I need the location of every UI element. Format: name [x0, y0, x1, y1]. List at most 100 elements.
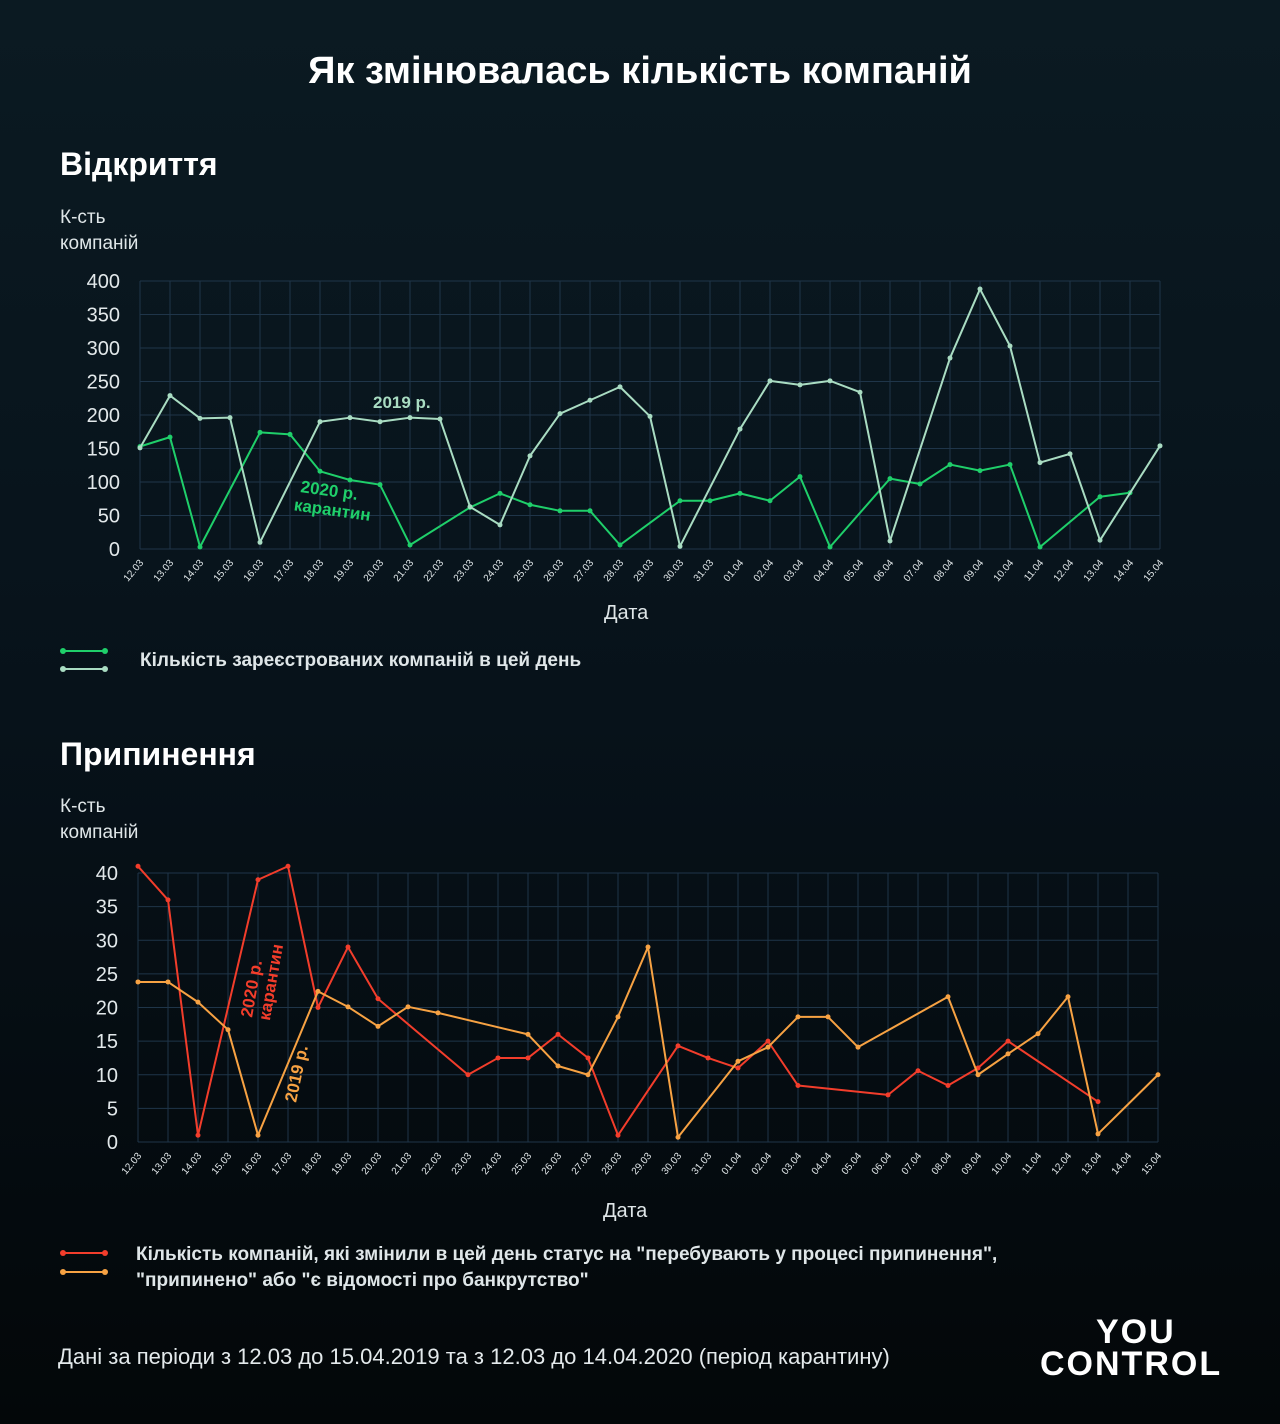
data-point [257, 539, 263, 545]
x-tick-label: 22.03 [422, 558, 447, 585]
x-tick-label: 26.03 [540, 1151, 565, 1178]
data-point [915, 1068, 921, 1074]
y-tick-label: 40 [96, 863, 118, 885]
data-point [825, 1014, 831, 1020]
data-point [495, 1055, 501, 1061]
data-point [1005, 1051, 1011, 1057]
data-point [737, 490, 743, 496]
x-tick-label: 24.03 [482, 558, 507, 585]
data-point [195, 999, 201, 1005]
x-tick-label: 28.03 [602, 558, 627, 585]
closures-chart: 12.03 13.03 14.03 15.03 16.03 17.03 18.03 19.03… [96, 863, 1165, 1178]
data-point [765, 1044, 771, 1050]
data-point [675, 1134, 681, 1140]
x-tick-label: 03.04 [782, 558, 807, 585]
x-tick-label: 12.03 [120, 1151, 145, 1178]
youcontrol-logo: YOU CONTROL [1040, 1315, 1220, 1381]
data-point [677, 498, 683, 504]
y-tick-label: 0 [107, 1132, 118, 1154]
data-point [347, 477, 353, 483]
data-point [525, 1031, 531, 1037]
data-point [135, 863, 141, 869]
data-point [945, 994, 951, 1000]
data-point [317, 468, 323, 474]
data-point [797, 474, 803, 480]
series-line-2019 [138, 945, 1159, 1139]
data-point [1007, 343, 1013, 349]
page-title: Як змінювалась кількість компаній [308, 50, 972, 92]
data-point [1067, 451, 1073, 457]
x-tick-label: 15.04 [1142, 558, 1167, 585]
legend-swatch-2019 [60, 1269, 108, 1275]
data-point [1007, 462, 1013, 468]
y-tick-label: 35 [96, 897, 118, 919]
y-tick-label: 50 [98, 506, 120, 528]
data-point [315, 988, 321, 994]
data-point [345, 1004, 351, 1010]
x-tick-label: 11.04 [1020, 1151, 1044, 1177]
data-point [255, 877, 261, 883]
data-point [617, 384, 623, 390]
x-tick-label: 15.03 [210, 1151, 235, 1178]
x-tick-label: 23.03 [450, 1151, 475, 1178]
data-point [315, 1005, 321, 1010]
data-point [797, 382, 803, 388]
data-point [1097, 494, 1103, 500]
data-point [407, 415, 413, 421]
x-axis-label: Дата [604, 602, 649, 624]
data-point [767, 378, 773, 384]
data-point [977, 468, 983, 474]
x-tick-label: 11.04 [1022, 558, 1046, 584]
x-tick-label: 14.03 [182, 558, 207, 585]
y-tick-label: 5 [107, 1098, 118, 1120]
x-tick-label: 06.04 [870, 1151, 895, 1178]
x-tick-label: 31.03 [690, 1151, 715, 1178]
section-title-openings: Відкриття [60, 146, 218, 182]
y-tick-label: 200 [87, 405, 120, 427]
data-point [195, 1132, 201, 1138]
data-point [1065, 994, 1071, 1000]
data-point [1037, 544, 1043, 550]
data-point [375, 1023, 381, 1029]
data-point [587, 397, 593, 403]
data-point [975, 1072, 981, 1078]
data-point [467, 504, 473, 510]
x-tick-label: 19.03 [332, 558, 357, 585]
x-tick-label: 30.03 [662, 558, 687, 585]
x-tick-label: 13.03 [150, 1151, 175, 1178]
legend: Кількість компаній, які змінили в цей де… [0, 1238, 1200, 1298]
data-point [587, 508, 593, 514]
data-point [615, 1014, 621, 1020]
data-point [377, 419, 383, 425]
data-point [137, 445, 143, 451]
x-tick-label: 04.04 [810, 1151, 835, 1178]
x-tick-label: 10.04 [992, 558, 1017, 585]
data-point [1097, 537, 1103, 543]
y-axis-label: К-сть компаній [60, 794, 138, 846]
data-point [615, 1132, 621, 1138]
data-point [197, 544, 203, 550]
data-point [557, 508, 563, 514]
data-point [555, 1063, 561, 1069]
x-tick-label: 29.03 [632, 558, 657, 585]
data-point [765, 1038, 771, 1044]
data-point [795, 1014, 801, 1020]
x-axis-label: Дата [603, 1200, 648, 1222]
x-tick-label: 17.03 [270, 1151, 295, 1178]
x-tick-label: 06.04 [872, 558, 897, 585]
data-point [645, 944, 651, 950]
x-tick-label: 12.04 [1052, 558, 1077, 585]
data-point [287, 431, 293, 437]
data-point [527, 502, 533, 508]
data-point [497, 522, 503, 528]
data-point [435, 1010, 441, 1016]
x-tick-label: 20.03 [362, 558, 387, 585]
x-tick-label: 03.04 [780, 1151, 805, 1178]
legend-label: Кількість компаній, які змінили в цей де… [136, 1242, 997, 1294]
x-tick-label: 18.03 [300, 1151, 325, 1178]
data-point [345, 944, 351, 950]
x-tick-label: 02.04 [752, 558, 777, 585]
y-tick-label: 150 [87, 439, 120, 461]
x-tick-label: 18.03 [302, 558, 327, 585]
legend-label-line: "припинено" або "є відомості про банкрут… [136, 1270, 589, 1291]
